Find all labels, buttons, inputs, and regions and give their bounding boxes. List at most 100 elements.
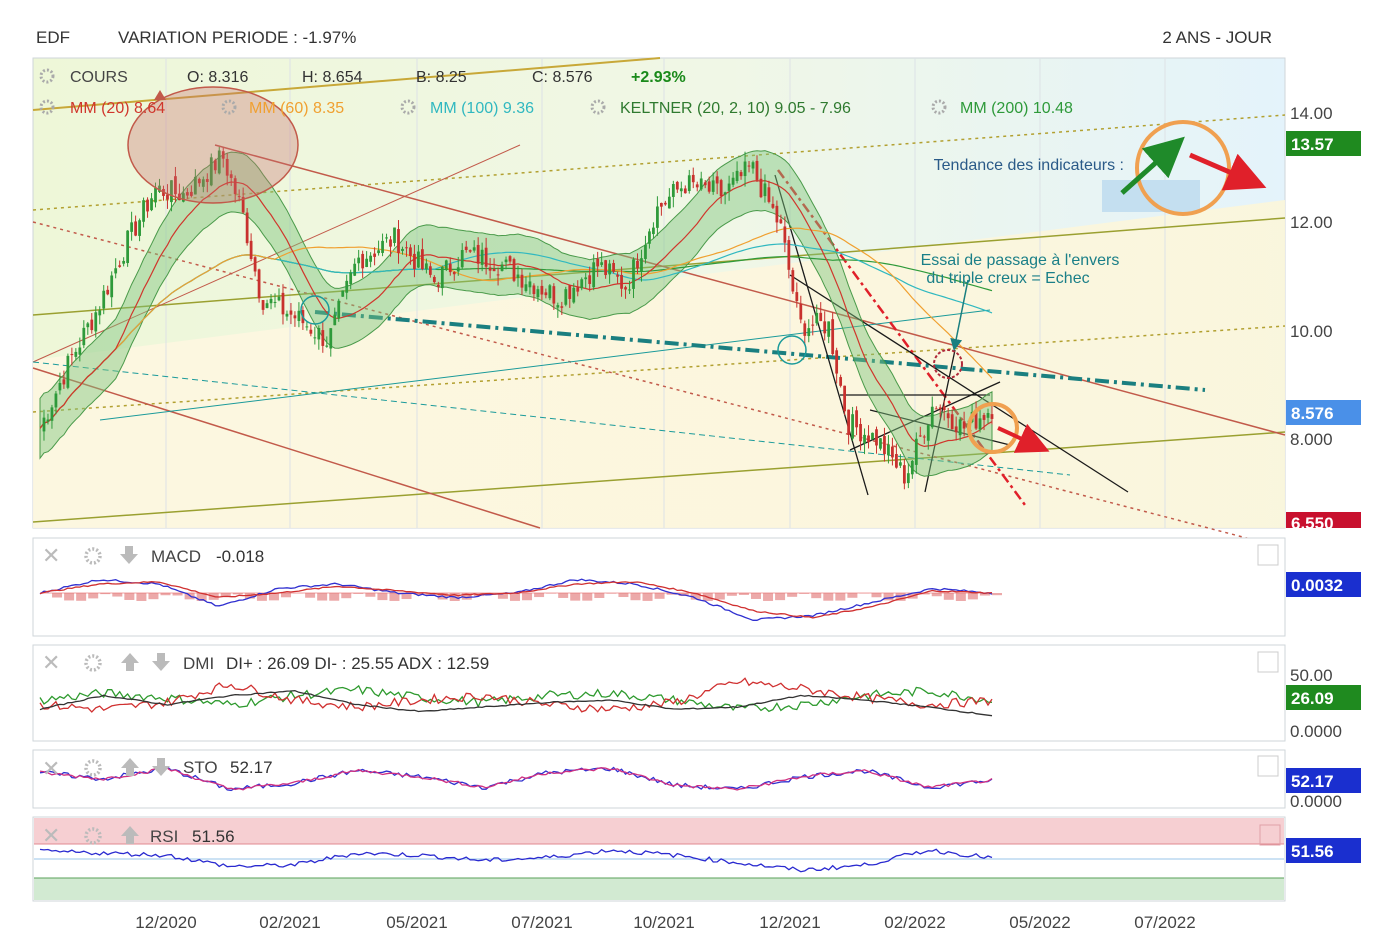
down-arrow-small xyxy=(997,423,1050,453)
macd-down-icon[interactable] xyxy=(120,546,138,564)
dmi-toolbar: ✕ DMI DI+ : 26.09 DI- : 25.55 ADX : 12.5… xyxy=(42,650,1279,675)
sto-value: 52.17 xyxy=(230,758,273,777)
candle-body xyxy=(237,196,241,198)
dmi-panel xyxy=(32,644,1286,742)
candle-body xyxy=(608,263,611,275)
candle-body xyxy=(361,253,365,269)
keltner-settings-icon[interactable] xyxy=(590,99,606,115)
dmi-settings-icon[interactable] xyxy=(84,654,102,672)
candle-body xyxy=(879,438,882,449)
dmi-up-icon[interactable] xyxy=(121,653,139,671)
candle-body xyxy=(580,279,584,289)
rsi-value: 51.56 xyxy=(192,827,235,846)
macd-histogram-bar xyxy=(726,593,737,596)
sto-plot xyxy=(39,766,993,792)
macd-histogram-bar xyxy=(967,593,978,600)
red-dotted-line xyxy=(32,221,1286,549)
macd-histogram-bar xyxy=(509,593,520,601)
macd-settings-icon[interactable] xyxy=(84,547,102,565)
macd-histogram-bar xyxy=(305,593,316,598)
candle-body xyxy=(803,323,807,336)
candle-body xyxy=(922,436,926,438)
candle-body xyxy=(472,247,476,251)
candle-body xyxy=(699,178,703,190)
candle-body xyxy=(178,193,181,201)
mm20-settings-icon[interactable] xyxy=(39,99,55,115)
candle-body xyxy=(799,303,803,320)
rsi-checkbox[interactable] xyxy=(1259,824,1281,846)
open-value: O: 8.316 xyxy=(187,69,248,86)
candles xyxy=(42,146,994,490)
macd-histogram-bar xyxy=(365,593,376,597)
macd-histogram-bar xyxy=(811,593,822,599)
candle-body xyxy=(584,277,588,280)
date-axis: 12/2020 02/2021 05/2021 07/2021 10/2021 12/20… xyxy=(135,913,1195,932)
macd-checkbox[interactable] xyxy=(1257,544,1279,566)
candle-body xyxy=(150,198,153,211)
mm100-settings-icon[interactable] xyxy=(400,99,416,115)
dmi-tag xyxy=(1286,685,1361,710)
candle-body xyxy=(281,292,285,315)
candle-body xyxy=(345,280,349,293)
candle-body xyxy=(926,425,930,441)
macd-histogram-bar xyxy=(919,593,930,595)
mm200-settings-icon[interactable] xyxy=(931,99,947,115)
rsi-settings-icon[interactable] xyxy=(84,827,102,845)
macd-histogram-bar xyxy=(256,593,267,601)
rsi-up-icon[interactable] xyxy=(121,826,139,844)
sto-settings-icon[interactable] xyxy=(84,759,102,777)
sto-title: STO xyxy=(183,758,218,777)
candle-body xyxy=(448,263,452,273)
dotted-trend-line-2 xyxy=(32,325,1286,413)
candle-body xyxy=(767,187,771,202)
dmi-down-icon[interactable] xyxy=(152,653,170,671)
dmi-tag-text: 26.09 xyxy=(1291,689,1334,708)
macd-histogram-bar xyxy=(835,593,846,601)
candle-body xyxy=(851,414,854,439)
teal-circle-2 xyxy=(777,335,807,365)
symbol-label: EDF xyxy=(36,28,70,47)
sto-close-icon[interactable]: ✕ xyxy=(42,756,60,781)
lower-price-tag xyxy=(1286,512,1361,528)
rsi-tag xyxy=(1286,838,1361,863)
candle-body xyxy=(138,220,141,236)
candle-body xyxy=(504,259,508,263)
macd-histogram-bar xyxy=(992,593,1002,596)
sto-checkbox[interactable] xyxy=(1257,755,1279,777)
macd-histogram-bar xyxy=(268,593,279,601)
dmi-close-icon[interactable]: ✕ xyxy=(42,650,60,675)
mm60-label: MM (60) 8.35 xyxy=(249,100,344,117)
candle-body xyxy=(90,319,94,331)
candle-body xyxy=(174,176,177,195)
candle-body xyxy=(70,354,74,356)
candle-body xyxy=(847,409,850,435)
candle-body xyxy=(512,259,516,281)
candle-body xyxy=(711,180,715,192)
macd-close-icon[interactable]: ✕ xyxy=(42,543,60,568)
candle-body xyxy=(811,324,815,326)
candle-body xyxy=(895,454,898,468)
candle-body xyxy=(460,250,464,268)
dmi-value: DI+ : 26.09 DI- : 25.55 ADX : 12.59 xyxy=(226,654,489,673)
sto-d-line xyxy=(39,767,993,791)
candle-body xyxy=(950,414,954,430)
macd-title: MACD xyxy=(151,547,201,566)
candle-body xyxy=(751,162,755,169)
candle-body xyxy=(428,266,432,275)
dmi-checkbox[interactable] xyxy=(1257,651,1279,673)
candle-body xyxy=(528,281,532,288)
period-selector[interactable]: 2 ANS - JOUR xyxy=(1162,28,1272,47)
sto-up-icon[interactable] xyxy=(121,758,139,776)
candle-body xyxy=(201,179,205,187)
candle-body xyxy=(209,157,213,186)
macd-histogram-bar xyxy=(847,593,858,598)
macd-histogram-bar xyxy=(76,593,87,601)
rsi-close-icon[interactable]: ✕ xyxy=(42,823,60,848)
sto-down-icon[interactable] xyxy=(152,758,170,776)
candle-body xyxy=(871,432,874,440)
change-value: +2.93% xyxy=(631,69,686,86)
cours-settings-icon[interactable] xyxy=(39,68,55,84)
mm60-settings-icon[interactable] xyxy=(221,99,237,115)
candle-body xyxy=(616,274,619,277)
candle-body xyxy=(644,244,647,259)
